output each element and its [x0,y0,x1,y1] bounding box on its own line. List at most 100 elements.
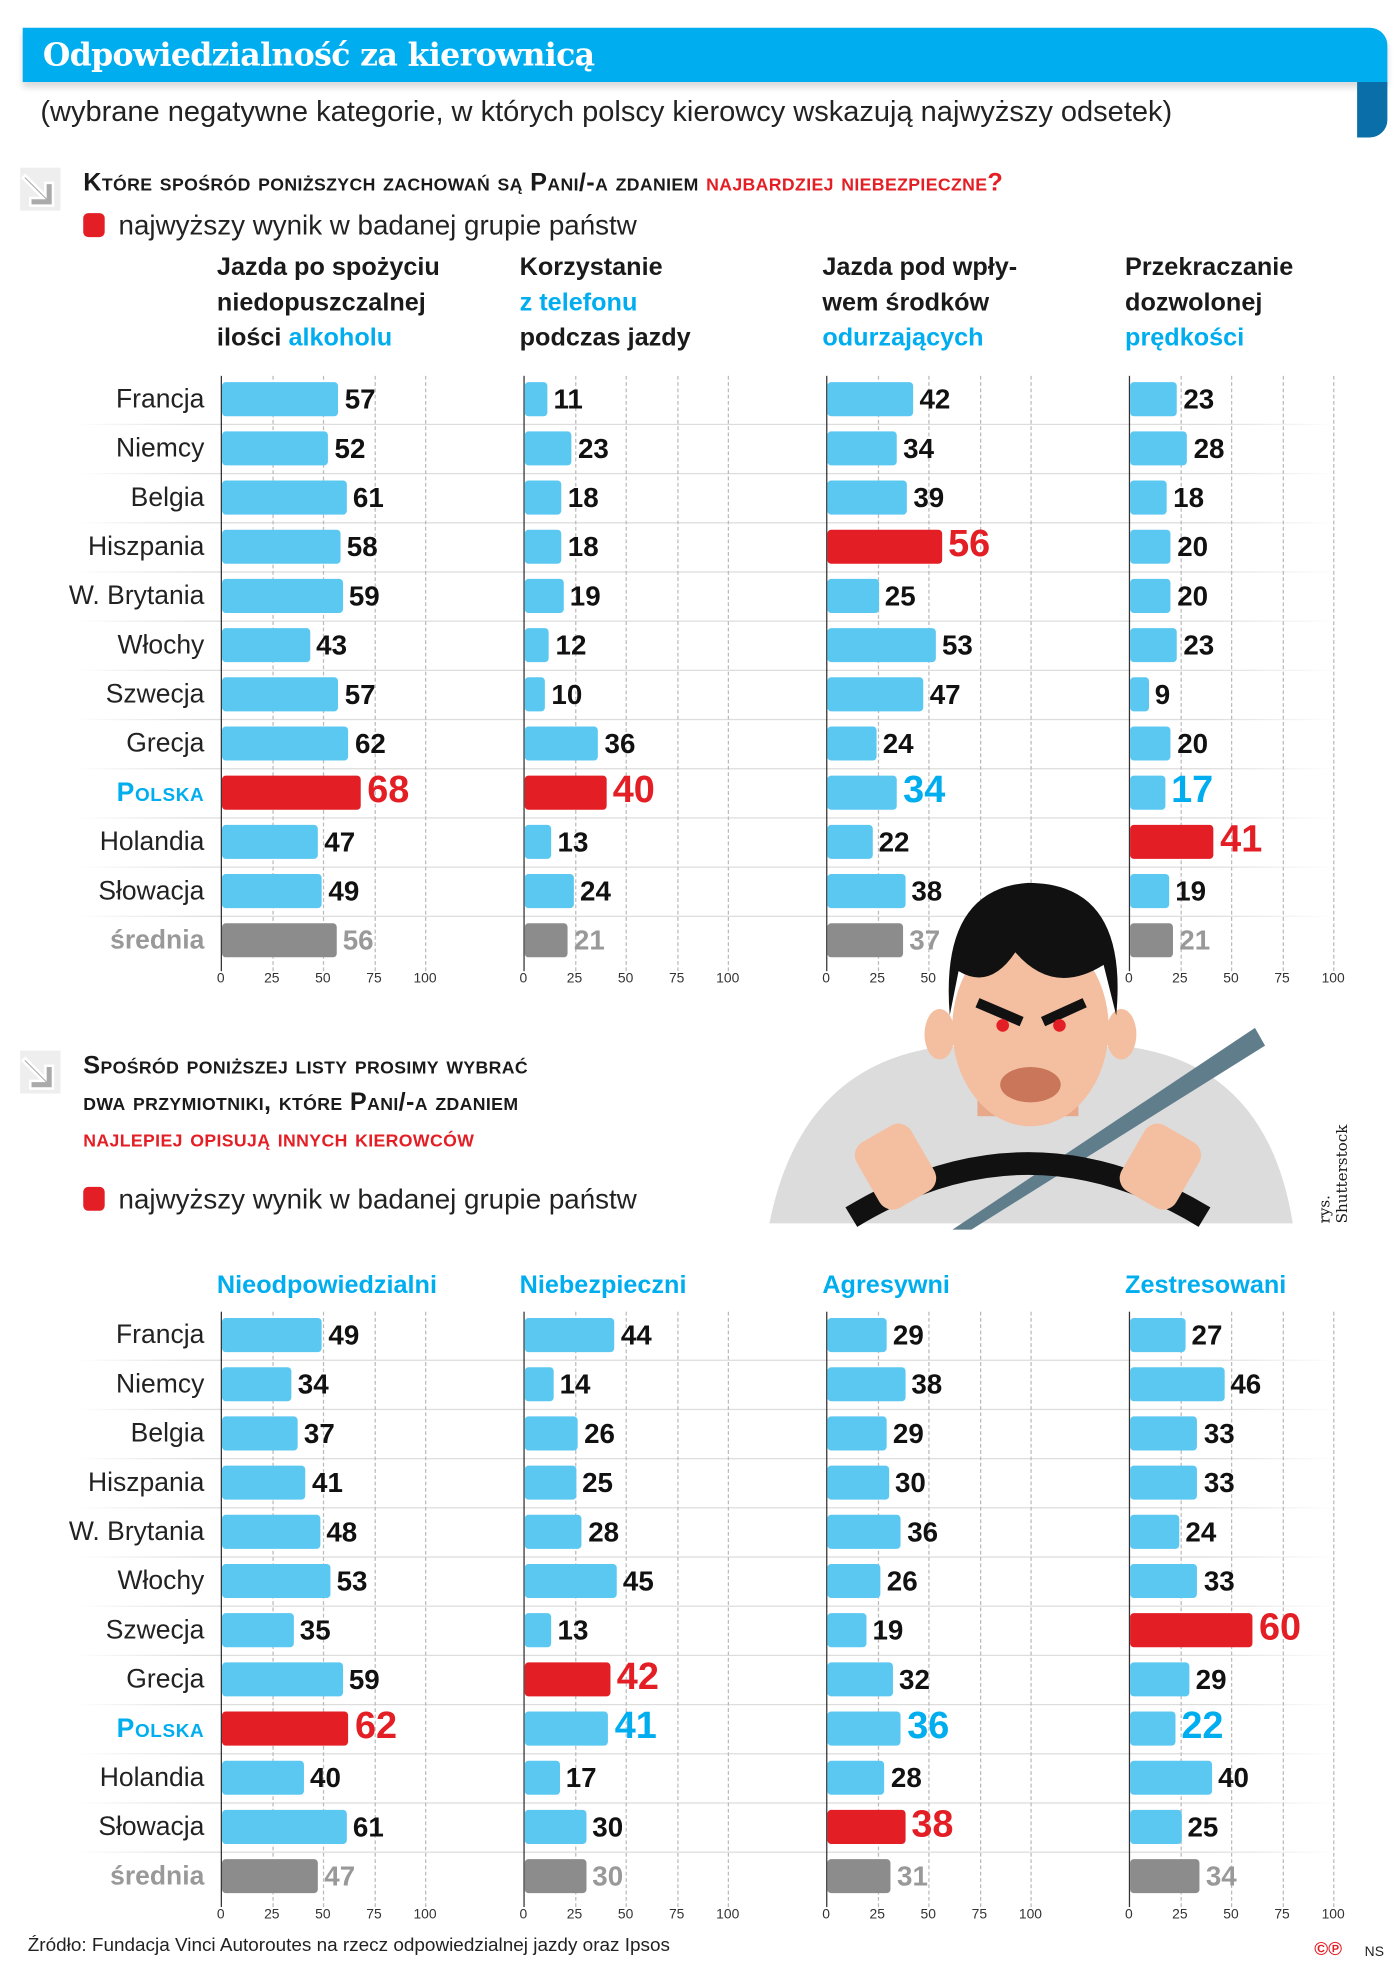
country-label: Belgia [130,483,205,513]
value-label: 49 [328,875,360,907]
gridline [574,375,576,972]
value-label: 28 [890,1761,922,1794]
text-segment: Korzystanie [519,253,663,282]
text-segment: z telefonu [519,288,638,317]
text-segment: podczas jazdy [519,324,691,352]
axis-tick-label: 75 [668,1907,685,1923]
bar [827,628,936,663]
axis-tick-label: 0 [216,1907,225,1923]
axis-tick-label: 50 [617,971,634,987]
bar [221,1809,347,1844]
country-label: średnia [110,1861,205,1891]
bar [1130,480,1167,515]
column-header: Niebezpieczni [520,1268,687,1303]
bar [827,824,873,859]
row-divider [75,718,1337,721]
value-label: 30 [894,1466,926,1499]
column-header: Nieodpowiedzialni [217,1268,437,1303]
value-label: 19 [872,1614,904,1646]
row-divider [75,1556,1337,1558]
value-label: 22 [878,826,910,858]
axis-tick-label: 75 [971,1907,988,1923]
driver-hair [948,882,1118,1016]
value-label: 25 [1187,1811,1219,1843]
country-label: Belgia [130,1418,205,1448]
bar [1130,923,1173,958]
legend-red-swatch [83,1186,105,1211]
value-label: 60 [1258,1606,1302,1649]
gridline [727,1311,730,1908]
value-label: 33 [1203,1466,1235,1499]
gridline [425,1311,427,1908]
value-label: 12 [555,629,587,661]
bar [827,1859,891,1894]
gridline [676,1311,678,1908]
value-label: 18 [567,481,599,514]
bar [221,1416,298,1451]
bar [827,578,879,613]
bar [1130,578,1171,613]
text-segment: Nieodpowiedzialni [216,1271,437,1300]
axis-tick-label: 100 [413,1907,437,1923]
country-label: Niemcy [116,1369,205,1399]
bar [1130,677,1149,712]
bar [827,1318,887,1353]
row-divider [75,1507,1337,1509]
text-segment: Jazda pod wpły- [822,253,1018,282]
value-label: 41 [312,1466,343,1499]
value-label: 47 [929,678,961,711]
value-label: 26 [886,1565,918,1597]
text-segment: Agresywni [822,1271,950,1300]
arrow-down-right-icon [18,165,63,213]
row-divider [75,472,1337,475]
axis-line [1128,1311,1131,1908]
bar [1130,1809,1182,1844]
bar [221,1514,321,1549]
bar [524,1760,560,1795]
value-label: 58 [346,530,378,563]
column-header: Jazda pod wpły-wem środków odurzających [822,250,1017,356]
axis-tick-label: 25 [869,1907,885,1923]
value-label: 36 [907,1516,939,1548]
bar [221,775,361,810]
axis-tick-label: 75 [1274,971,1290,987]
text-segment: odurzających [822,324,984,352]
row-divider [75,1408,1337,1411]
question-heading: Spośród poniższej listy prosimy wybrać dw… [83,1048,528,1158]
gridline [877,1311,879,1908]
bar [524,431,572,466]
value-label: 14 [559,1368,591,1400]
gridline [271,1311,274,1908]
value-label: 25 [884,580,916,612]
author-initials: NS [1364,1944,1384,1960]
country-label: średnia [110,925,205,955]
gridline [1030,375,1032,972]
value-label: 23 [1183,629,1215,661]
legend: najwyższy wynik w badanej grupie państw [83,209,637,242]
gridline [877,375,879,972]
gridline [1333,375,1335,972]
column-header: Jazda po spożyciu niedopuszczalnej ilości … [217,250,440,356]
value-label: 53 [336,1565,368,1597]
value-label: 40 [310,1761,341,1794]
value-label: 18 [567,530,599,563]
axis-tick-label: 25 [1172,971,1188,987]
value-label: 23 [577,432,609,465]
bar [827,480,908,515]
text-segment: Jazda po spożyciu [216,253,440,282]
value-label: 38 [911,1803,954,1846]
bar [827,677,924,712]
text-segment: najlepiej opisują innych kierowców [83,1125,475,1153]
row-divider [75,768,1337,770]
value-label: 9 [1154,678,1171,711]
axis-tick-label: 50 [1223,1907,1239,1923]
text-segment: Przekraczanie [1125,253,1294,282]
bar [1130,1711,1176,1746]
column-header: Zestresowani [1125,1268,1286,1303]
bar [827,1367,906,1402]
value-label: 28 [588,1516,620,1548]
title-bar-curl [1357,81,1388,138]
column-header: Agresywni [822,1268,950,1303]
row-divider [75,817,1337,819]
gridline [373,375,376,972]
